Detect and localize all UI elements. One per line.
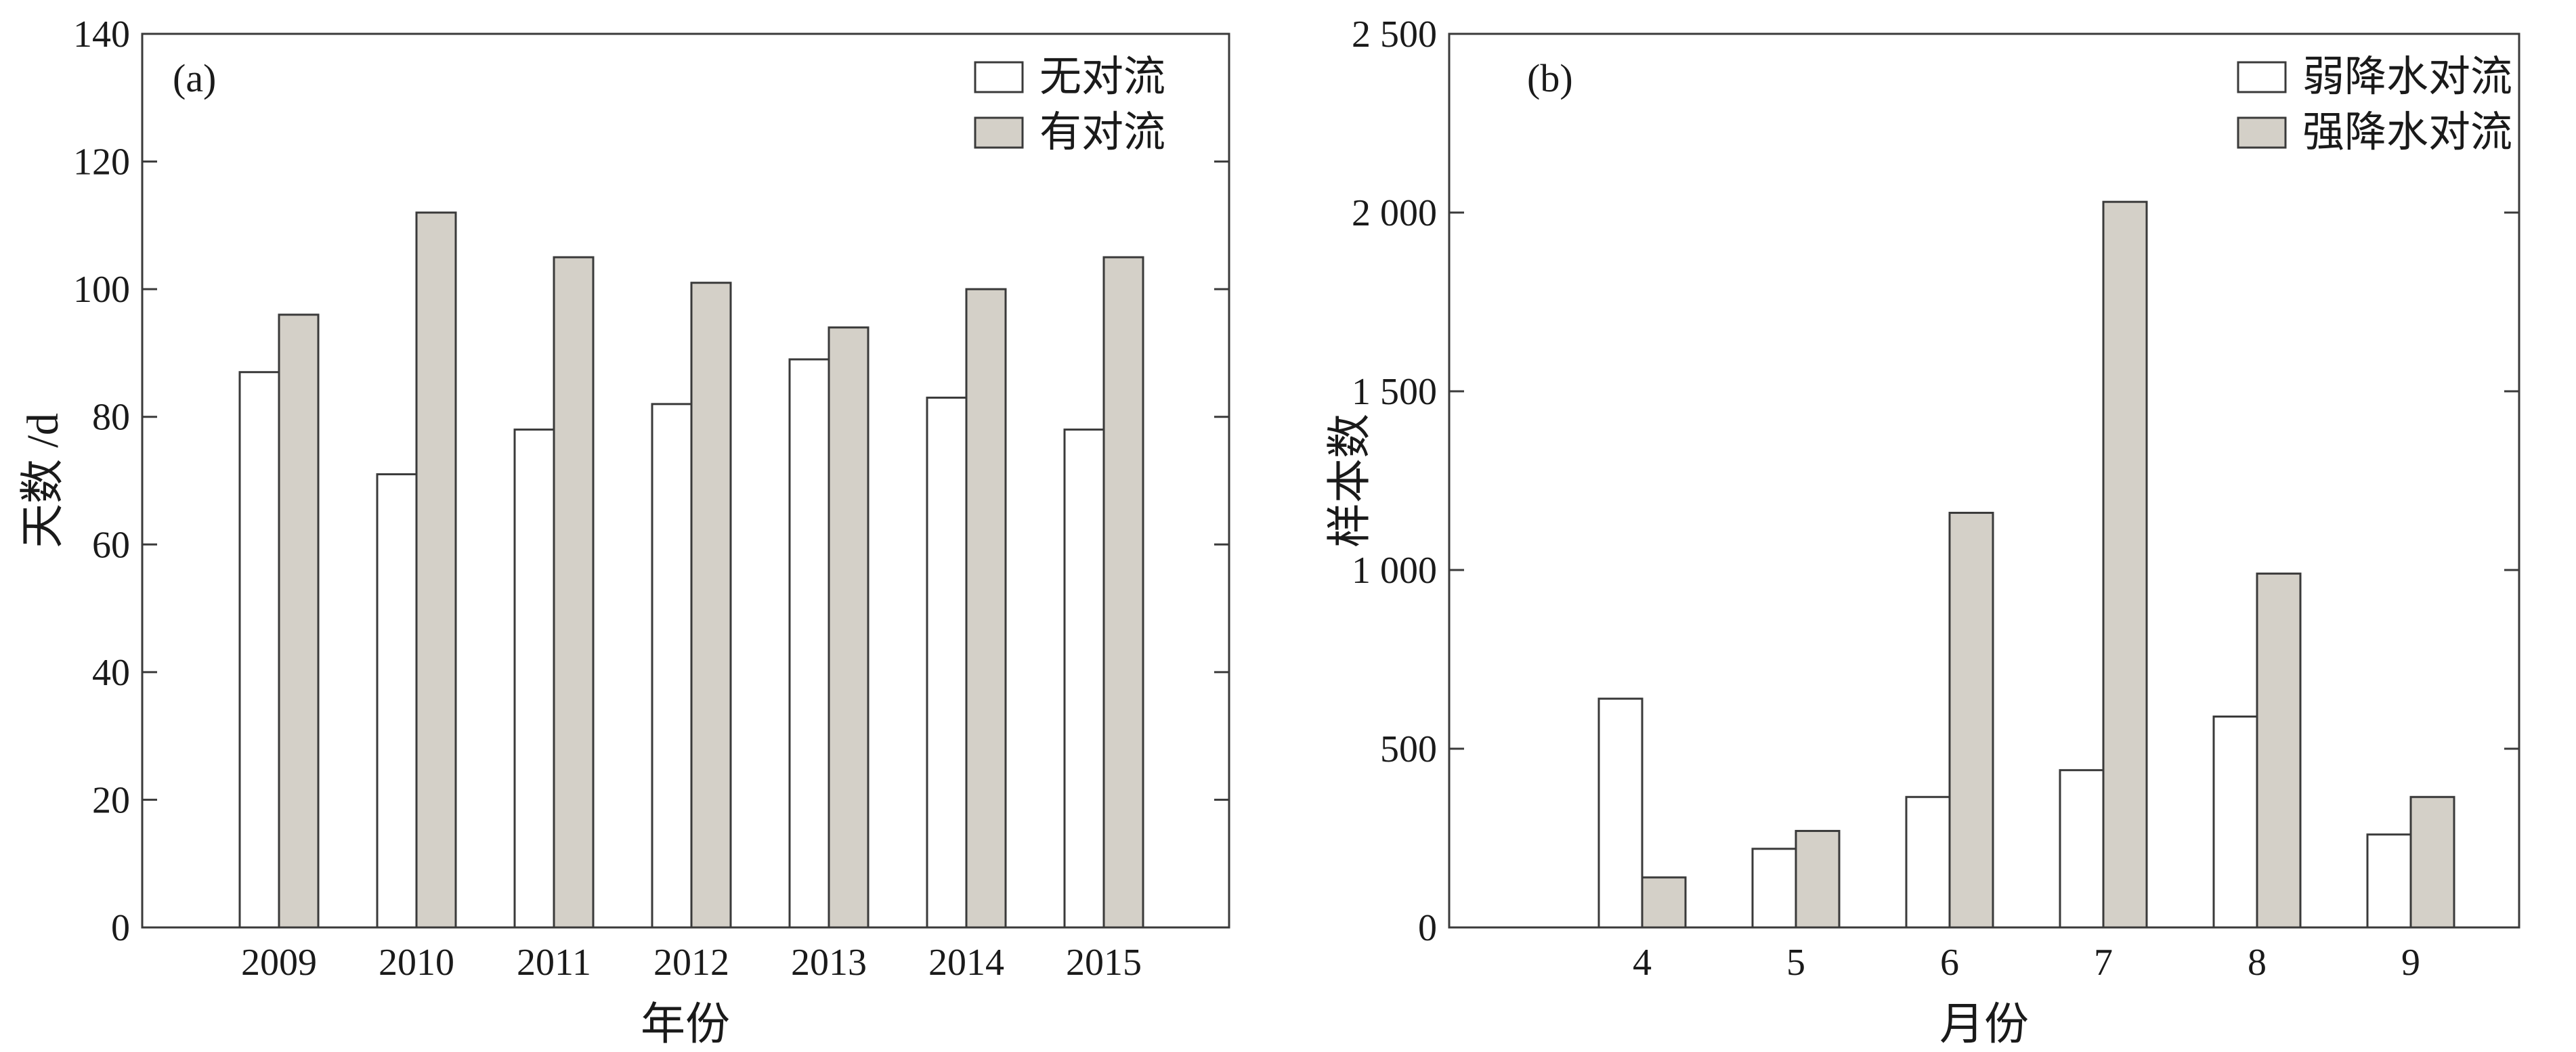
bar-series1-7 bbox=[2059, 769, 2105, 929]
y-tick-label: 80 bbox=[92, 397, 130, 439]
bar-series1-6 bbox=[1905, 795, 1951, 929]
y-axis-label: 天数 /d bbox=[18, 413, 68, 548]
legend-entry-2: 强降水对流 bbox=[2302, 110, 2512, 156]
bar-series1-8 bbox=[2212, 715, 2258, 929]
y-tick-label: 100 bbox=[73, 269, 130, 311]
legend-entry-1: 无对流 bbox=[1039, 54, 1165, 100]
bar-series1-2013 bbox=[788, 358, 830, 929]
panel-label: (b) bbox=[1527, 56, 1573, 100]
bar-series1-2011 bbox=[513, 429, 555, 929]
bar-series2-6 bbox=[1948, 512, 1994, 929]
y-tick-label: 2 500 bbox=[1352, 14, 1437, 56]
x-tick-label: 4 bbox=[1633, 942, 1652, 984]
bar-series2-2010 bbox=[415, 211, 457, 929]
y-tick-label: 20 bbox=[92, 779, 130, 821]
x-tick-label: 7 bbox=[2094, 942, 2113, 984]
bar-series2-2013 bbox=[828, 326, 870, 929]
y-tick-label: 2 000 bbox=[1352, 192, 1437, 234]
bar-series1-2012 bbox=[651, 403, 693, 929]
x-tick-label: 5 bbox=[1786, 942, 1805, 984]
chart-panel-a: 2009 2010 2011 2012 2013 2014 2015 0 20 40 60 80 100… bbox=[18, 14, 1230, 1049]
x-tick-label: 2014 bbox=[928, 942, 1004, 984]
bar-series2-2015 bbox=[1102, 256, 1144, 929]
bar-series1-2009 bbox=[238, 371, 280, 929]
y-tick-label: 140 bbox=[73, 14, 130, 56]
bar-series1-2014 bbox=[926, 396, 968, 929]
bar-series2-9 bbox=[2409, 795, 2455, 929]
y-tick-label: 500 bbox=[1380, 728, 1437, 770]
panel-label: (a) bbox=[173, 56, 216, 100]
bar-series1-5 bbox=[1751, 848, 1797, 929]
y-axis-label: 样本数 bbox=[1325, 414, 1375, 548]
y-tick-label: 1 500 bbox=[1352, 371, 1437, 413]
y-tick-label: 0 bbox=[111, 907, 130, 949]
plot-frame bbox=[1448, 32, 2520, 929]
legend-entry-1: 弱降水对流 bbox=[2302, 54, 2512, 100]
bar-series2-2011 bbox=[553, 256, 595, 929]
x-tick-label: 6 bbox=[1940, 942, 1959, 984]
legend-swatch-2 bbox=[974, 116, 1024, 149]
bar-series1-2015 bbox=[1063, 429, 1105, 929]
bar-series2-8 bbox=[2256, 572, 2302, 929]
x-tick-label: 2011 bbox=[517, 942, 591, 984]
legend-swatch-2 bbox=[2237, 116, 2287, 149]
y-tick-label: 0 bbox=[1418, 907, 1437, 949]
bar-series2-2012 bbox=[690, 282, 732, 929]
bar-series2-7 bbox=[2102, 200, 2148, 929]
x-tick-label: 2010 bbox=[379, 942, 454, 984]
x-tick-label: 8 bbox=[2248, 942, 2267, 984]
bar-series2-5 bbox=[1795, 829, 1841, 929]
bar-series2-2009 bbox=[278, 313, 320, 929]
legend-swatch-1 bbox=[2237, 61, 2287, 93]
x-tick-label: 2012 bbox=[653, 942, 729, 984]
x-tick-label: 9 bbox=[2401, 942, 2420, 984]
bar-series2-4 bbox=[1641, 876, 1687, 929]
x-tick-label: 2015 bbox=[1066, 942, 1142, 984]
bar-series1-4 bbox=[1597, 697, 1644, 929]
y-tick-label: 40 bbox=[92, 652, 130, 694]
bar-series1-9 bbox=[2366, 833, 2412, 929]
bar-series2-2014 bbox=[965, 288, 1007, 929]
x-axis-label: 年份 bbox=[641, 1000, 730, 1049]
y-tick-label: 60 bbox=[92, 524, 130, 566]
y-tick-label: 1 000 bbox=[1352, 550, 1437, 592]
x-tick-label: 2013 bbox=[791, 942, 867, 984]
bar-series1-2010 bbox=[376, 473, 418, 929]
legend-swatch-1 bbox=[974, 61, 1024, 93]
legend-entry-2: 有对流 bbox=[1039, 110, 1165, 156]
y-tick-label: 120 bbox=[73, 141, 130, 183]
x-axis-label: 月份 bbox=[1939, 1000, 2029, 1049]
x-tick-label: 2009 bbox=[241, 942, 317, 984]
plot-frame bbox=[141, 32, 1230, 929]
